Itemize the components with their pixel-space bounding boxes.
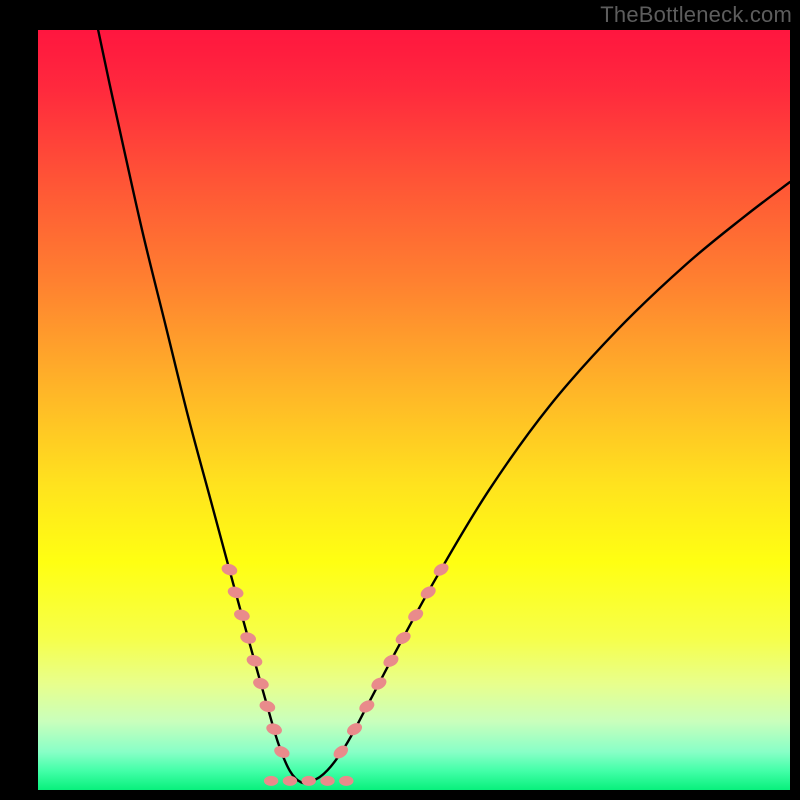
band-marker xyxy=(302,776,316,786)
chart-frame: TheBottleneck.com xyxy=(0,0,800,800)
band-marker xyxy=(264,776,278,786)
band-marker xyxy=(339,776,353,786)
band-marker xyxy=(320,776,334,786)
watermark-text: TheBottleneck.com xyxy=(600,2,792,28)
plot-background xyxy=(38,30,790,790)
band-marker xyxy=(283,776,297,786)
chart-svg xyxy=(0,0,800,800)
